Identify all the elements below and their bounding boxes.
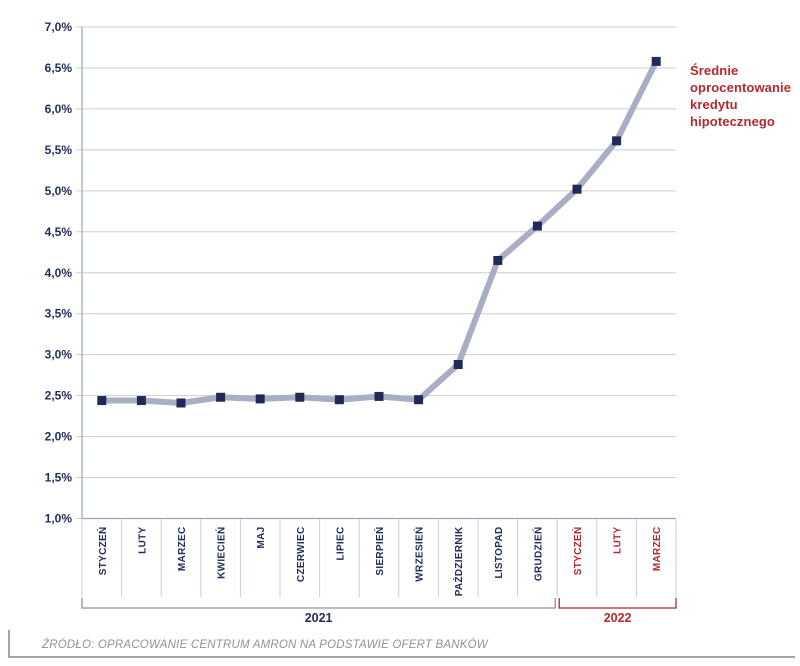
y-axis-tick-label: 1,0% (45, 512, 73, 526)
x-axis-month-label: LUTY (613, 526, 624, 553)
data-point-marker (374, 391, 384, 401)
y-axis-tick-label: 6,5% (45, 61, 73, 75)
x-axis-month-label: STYCZEŃ (571, 527, 584, 576)
page-bottom-border (8, 630, 795, 658)
y-axis-tick-label: 4,0% (45, 266, 73, 280)
y-axis-tick-label: 5,0% (45, 184, 73, 198)
data-point-marker (493, 255, 503, 265)
data-point-marker (176, 398, 186, 408)
year-bracket-2021 (81, 598, 556, 609)
data-point-marker (572, 184, 582, 194)
y-axis-tick-label: 1,5% (45, 471, 73, 485)
x-axis-month-label: WRZESIEŃ (413, 527, 426, 582)
y-axis-tick-label: 3,0% (45, 348, 73, 362)
x-axis-month-label: KWIECIEŃ (215, 527, 228, 579)
x-axis-month-label: LISTOPAD (494, 527, 505, 579)
y-axis-tick-label: 2,5% (45, 389, 73, 403)
x-axis-month-label: MARZEC (652, 527, 663, 572)
data-point-marker (532, 221, 542, 231)
data-point-marker (216, 392, 226, 402)
data-point-marker (97, 396, 107, 406)
x-axis-month-label: LUTY (137, 526, 148, 553)
y-axis-tick-label: 4,5% (45, 225, 73, 239)
year-bracket-2022 (558, 598, 677, 609)
y-axis-tick-label: 7,0% (45, 20, 73, 34)
data-point-marker (334, 395, 344, 405)
x-axis-month-label: CZERWIEC (296, 527, 307, 583)
x-axis-month-label: MAJ (256, 527, 267, 549)
year-label-2021: 2021 (305, 611, 333, 625)
data-point-marker (453, 359, 463, 369)
y-axis-tick-label: 6,0% (45, 102, 73, 116)
data-point-marker (651, 56, 661, 66)
x-axis-month-label: GRUDZIEŃ (531, 527, 544, 582)
data-point-marker (295, 392, 305, 402)
data-point-marker (136, 396, 146, 406)
data-point-marker (612, 136, 622, 146)
year-label-2022: 2022 (604, 611, 632, 625)
series-legend-label: Średnie oprocentowanie kredytu hipoteczn… (690, 63, 792, 129)
x-axis-month-label: LIPIEC (335, 527, 346, 561)
y-axis-tick-label: 2,0% (45, 430, 73, 444)
x-axis-month-label: MARZEC (177, 527, 188, 572)
x-axis-month-label: SIERPIEŃ (373, 527, 386, 576)
x-axis-month-label: STYCZEŃ (96, 527, 109, 576)
data-point-marker (414, 395, 424, 405)
source-note: ŹRÓDŁO: OPRACOWANIE CENTRUM AMRON NA POD… (42, 639, 488, 651)
y-axis-tick-label: 5,5% (45, 143, 73, 157)
x-axis-month-label: PAŹDZIERNIK (452, 526, 465, 596)
data-point-marker (255, 394, 265, 404)
y-axis-tick-label: 3,5% (45, 307, 73, 321)
